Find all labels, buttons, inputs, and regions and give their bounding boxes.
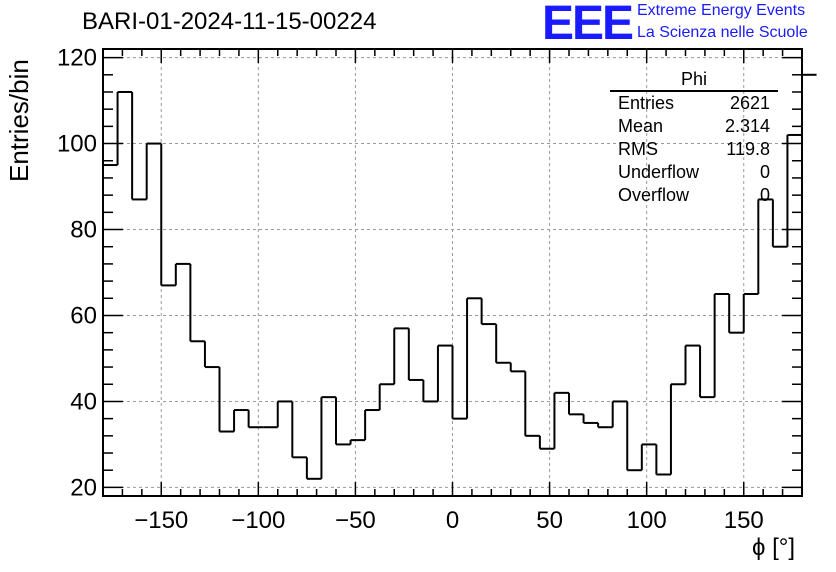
x-tick-label: −150 bbox=[134, 507, 188, 534]
stats-value: 2.314 bbox=[724, 116, 770, 136]
logo-line-2: La Scienza nelle Scuole bbox=[637, 24, 808, 41]
y-tick-label: 20 bbox=[70, 474, 97, 501]
x-tick-label: −50 bbox=[335, 507, 376, 534]
x-tick-label: 50 bbox=[536, 507, 563, 534]
y-tick-label: 120 bbox=[57, 45, 97, 72]
stats-label: Entries bbox=[618, 93, 675, 113]
logo-line-1: Extreme Energy Events bbox=[637, 2, 806, 19]
y-tick-label: 40 bbox=[70, 388, 97, 415]
stats-row-underflow: Underflow 0 bbox=[610, 161, 778, 184]
stats-box: Phi Entries 2621 Mean 2.314 RMS 119.8 Un… bbox=[610, 68, 778, 207]
y-tick-label: 100 bbox=[57, 131, 97, 158]
stats-label: Mean bbox=[618, 116, 664, 136]
chart-title: BARI-01-2024-11-15-00224 bbox=[82, 8, 377, 35]
stats-label: Underflow bbox=[618, 162, 700, 182]
stats-label: Overflow bbox=[618, 185, 690, 205]
x-tick-label: 100 bbox=[627, 507, 667, 534]
x-tick-label: −100 bbox=[231, 507, 285, 534]
eee-logo: EEE bbox=[542, 0, 634, 50]
y-tick-label: 60 bbox=[70, 302, 97, 329]
stats-label: RMS bbox=[618, 139, 658, 159]
stats-value: 119.8 bbox=[726, 139, 770, 159]
y-axis-label: Entries/bin bbox=[4, 59, 34, 182]
x-axis-label: ϕ [°] bbox=[752, 534, 796, 561]
stats-box-title: Phi bbox=[610, 68, 778, 92]
stats-row-mean: Mean 2.314 bbox=[610, 115, 778, 138]
y-tick-label: 80 bbox=[70, 217, 97, 244]
stats-value: 2621 bbox=[729, 93, 770, 113]
stats-row-rms: RMS 119.8 bbox=[610, 138, 778, 161]
x-tick-label: 0 bbox=[446, 507, 459, 534]
stats-value: 0 bbox=[759, 162, 770, 182]
stats-row-overflow: Overflow 0 bbox=[610, 184, 778, 207]
stats-row-entries: Entries 2621 bbox=[610, 92, 778, 115]
stats-value: 0 bbox=[759, 185, 770, 205]
x-tick-label: 150 bbox=[724, 507, 764, 534]
